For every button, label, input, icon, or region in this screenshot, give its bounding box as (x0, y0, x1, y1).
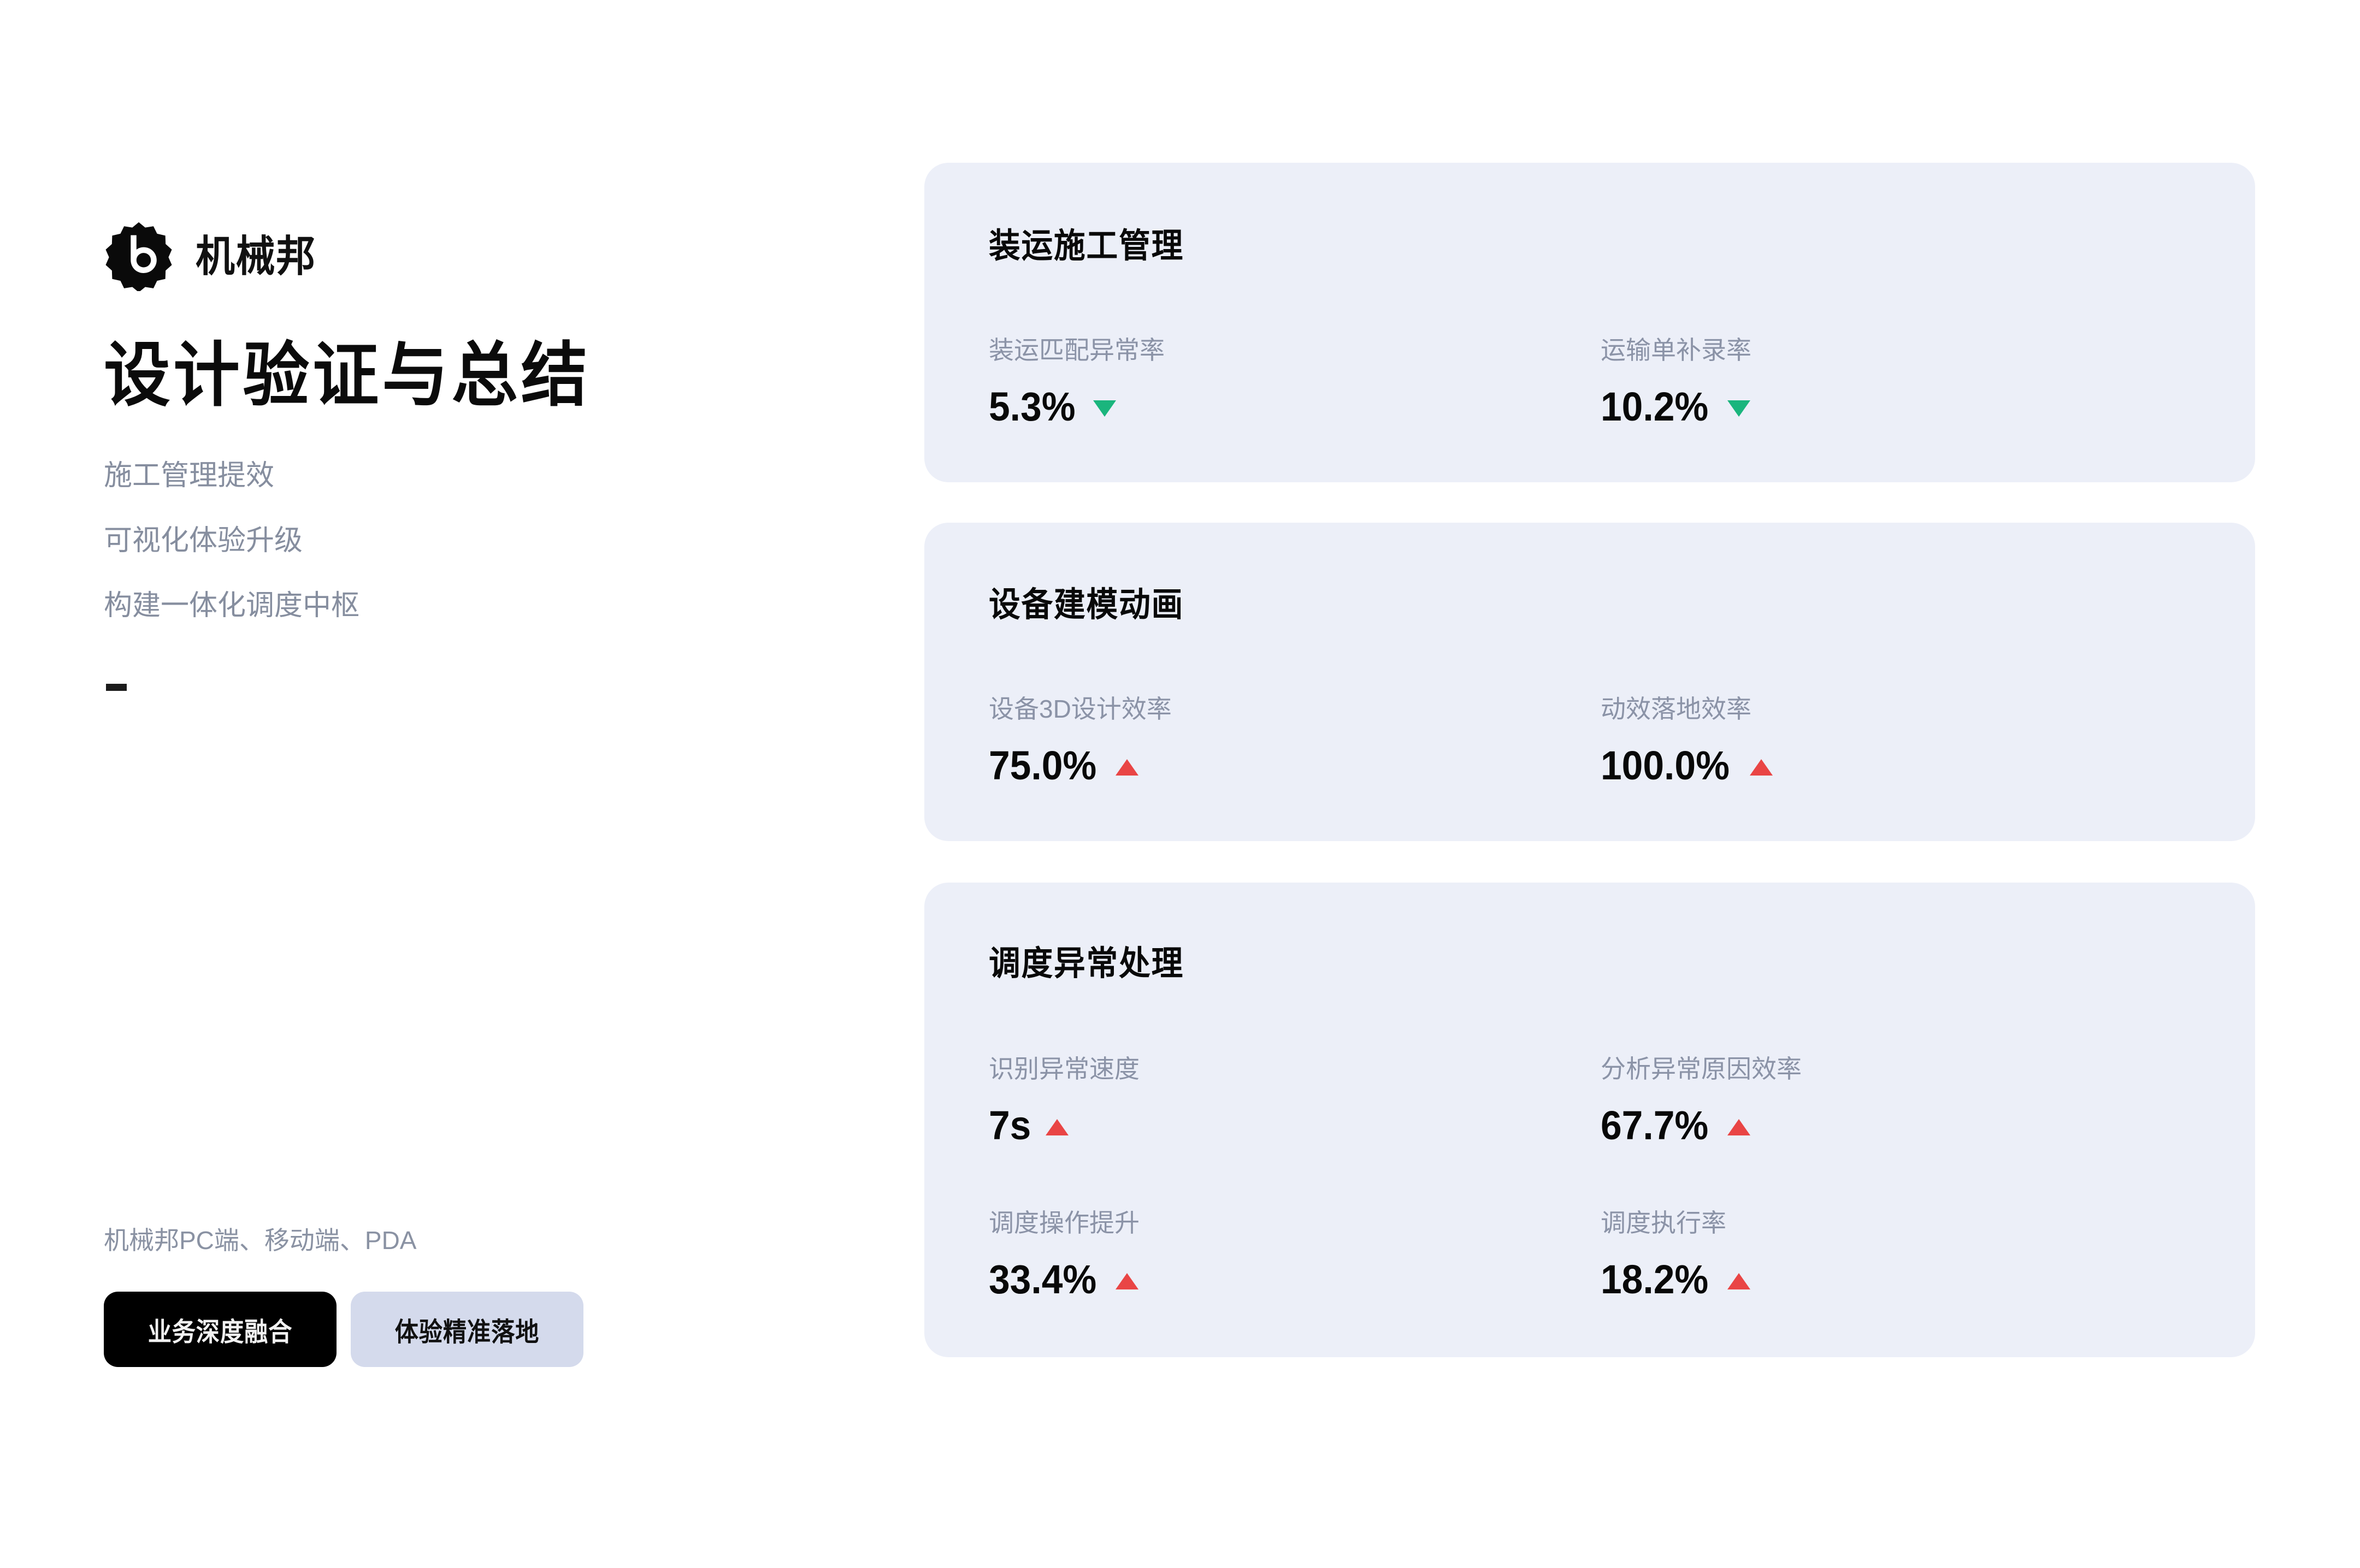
tag-row: 业务深度融合 体验精准落地 (104, 1292, 584, 1367)
gear-b-logo-icon (105, 222, 172, 291)
metric-label: 装运匹配异常率 (989, 336, 1165, 364)
metric-value-row: 100.0% (1601, 745, 1773, 786)
metric-value: 10.2% (1601, 384, 1709, 429)
platform-footnote: 机械邦PC端、移动端、PDA (104, 1226, 417, 1255)
metric-label: 识别异常速度 (989, 1055, 1140, 1083)
card-title: 设备建模动画 (989, 586, 1184, 624)
metric-value-row: 10.2% (1601, 387, 1751, 427)
metric-label: 运输单补录率 (1601, 336, 1751, 364)
tag-experience-delivery-label: 体验精准落地 (394, 1318, 540, 1347)
metric-label: 调度执行率 (1601, 1209, 1726, 1237)
metric-label: 分析异常原因效率 (1601, 1055, 1802, 1083)
metric-anomaly-cause-analysis-efficiency: 分析异常原因效率 67.7% (1601, 1056, 1802, 1146)
metric-equipment-3d-design-efficiency: 设备3D设计效率 75.0% (989, 696, 1172, 786)
metric-label: 设备3D设计效率 (989, 695, 1172, 723)
triangle-up-icon (1727, 1273, 1750, 1289)
subtitle-list: 施工管理提效 可视化体验升级 构建一体化调度中枢 (104, 461, 359, 656)
card-title: 装运施工管理 (989, 227, 1184, 265)
subtitle-line-2: 可视化体验升级 (104, 525, 303, 557)
card-dispatch-exception-handling[interactable]: 调度异常处理 识别异常速度 7s 分析异常原因效率 67.7% 调度操作提升 3… (924, 883, 2255, 1357)
metric-value-row: 7s (989, 1105, 1140, 1146)
metric-value-row: 18.2% (1601, 1259, 1750, 1300)
tag-business-integration[interactable]: 业务深度融合 (104, 1292, 337, 1367)
card-title: 调度异常处理 (989, 945, 1184, 983)
triangle-up-icon (1749, 759, 1773, 776)
card-equipment-modeling-animation[interactable]: 设备建模动画 设备3D设计效率 75.0% 动效落地效率 100.0% (924, 523, 2255, 841)
metric-value: 75.0% (989, 743, 1097, 788)
triangle-up-icon (1115, 759, 1138, 776)
metric-dispatch-operation-improvement: 调度操作提升 33.4% (989, 1210, 1140, 1300)
metric-value-row: 75.0% (989, 745, 1172, 786)
tag-experience-delivery[interactable]: 体验精准落地 (351, 1292, 584, 1367)
triangle-up-icon (1115, 1273, 1138, 1289)
divider-dash-mark (106, 684, 127, 691)
metric-label: 调度操作提升 (989, 1209, 1140, 1237)
page-title: 设计验证与总结 (104, 336, 591, 415)
triangle-down-icon (1093, 400, 1116, 417)
metric-value: 5.3% (989, 384, 1076, 429)
metric-animation-delivery-efficiency: 动效落地效率 100.0% (1601, 696, 1773, 786)
metric-cards-column: 装运施工管理 装运匹配异常率 5.3% 运输单补录率 10.2% 设备建模动画 (924, 0, 2255, 1568)
tag-business-integration-label: 业务深度融合 (148, 1318, 293, 1347)
metric-value: 100.0% (1601, 743, 1730, 788)
triangle-up-icon (1727, 1119, 1750, 1135)
metric-shipping-match-anomaly: 装运匹配异常率 5.3% (989, 338, 1165, 427)
card-shipping-construction[interactable]: 装运施工管理 装运匹配异常率 5.3% 运输单补录率 10.2% (924, 163, 2255, 482)
left-panel: 机械邦 设计验证与总结 施工管理提效 可视化体验升级 构建一体化调度中枢 机械邦… (104, 0, 841, 1568)
triangle-down-icon (1727, 400, 1750, 417)
triangle-up-icon (1046, 1119, 1069, 1135)
brand-name: 机械邦 (196, 232, 316, 280)
metric-value-row: 67.7% (1601, 1105, 1802, 1146)
subtitle-line-1: 施工管理提效 (104, 460, 275, 492)
metric-value-row: 33.4% (989, 1259, 1140, 1300)
subtitle-line-3: 构建一体化调度中枢 (104, 590, 360, 622)
metric-value: 7s (989, 1103, 1031, 1148)
metric-label: 动效落地效率 (1601, 695, 1751, 723)
metric-dispatch-execution-rate: 调度执行率 18.2% (1601, 1210, 1750, 1300)
metric-value: 18.2% (1601, 1257, 1709, 1302)
metric-value: 33.4% (989, 1257, 1097, 1302)
metric-transport-order-backfill: 运输单补录率 10.2% (1601, 338, 1751, 427)
metric-anomaly-detection-speed: 识别异常速度 7s (989, 1056, 1140, 1146)
brand-row: 机械邦 (104, 221, 327, 291)
metric-value-row: 5.3% (989, 387, 1165, 427)
metric-value: 67.7% (1601, 1103, 1709, 1148)
